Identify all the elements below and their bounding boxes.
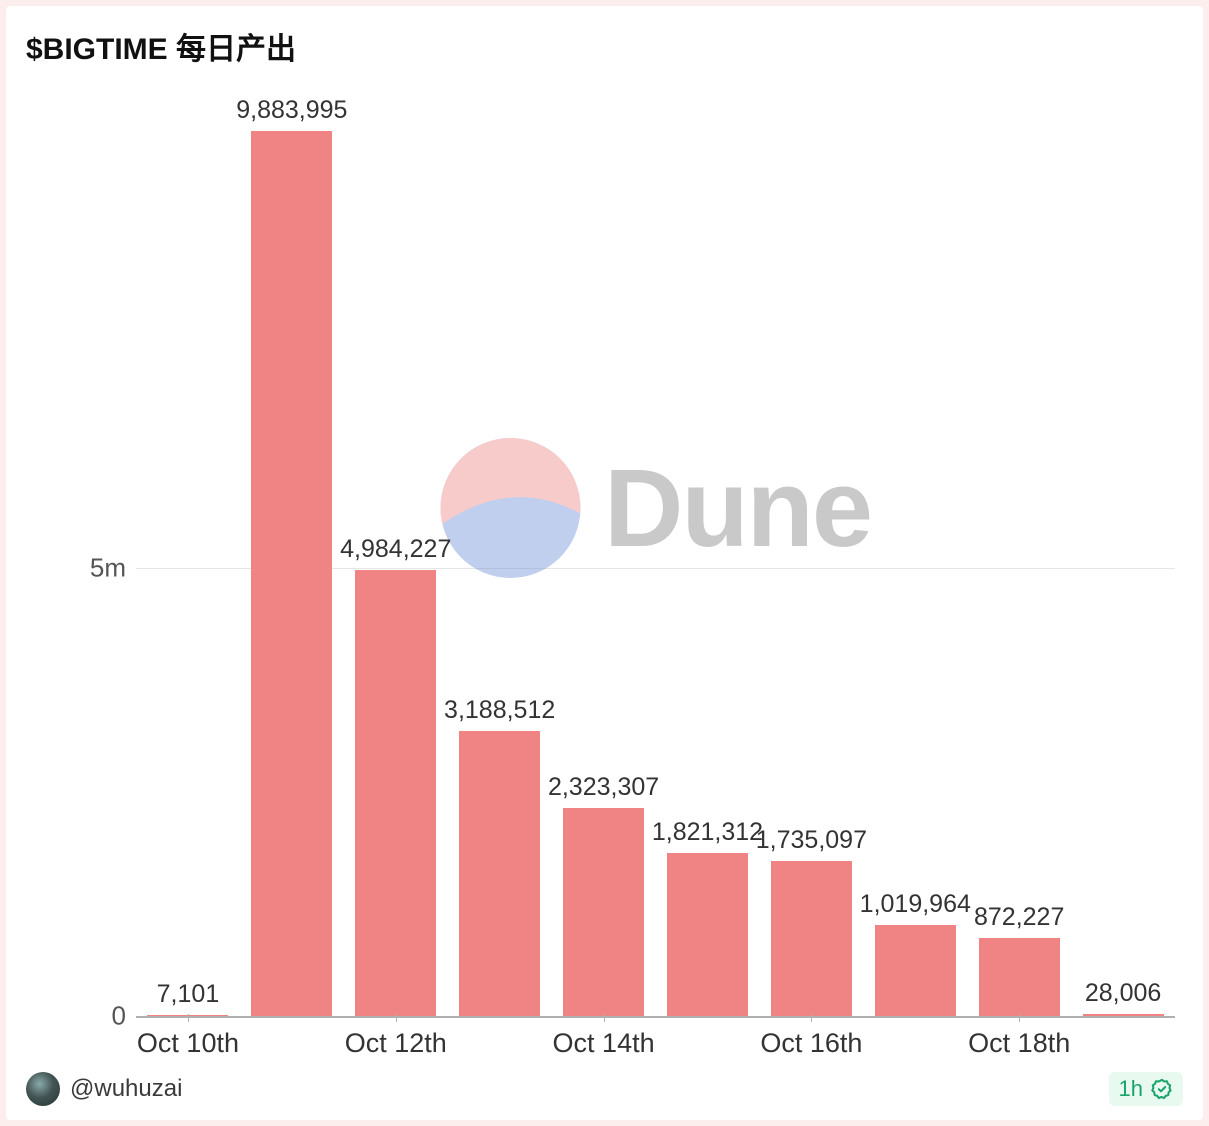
bar-slot: 1,019,964 (863, 76, 967, 1016)
bar-value-label: 3,188,512 (444, 696, 555, 731)
bar-slot: 2,323,307 (552, 76, 656, 1016)
bar-value-label: 7,101 (157, 980, 220, 1015)
bar[interactable]: 3,188,512 (459, 731, 540, 1016)
x-tick: Oct 12th (344, 1016, 448, 1059)
x-tick (656, 1016, 760, 1028)
x-tick-label: Oct 16th (760, 1028, 862, 1058)
bar-value-label: 1,735,097 (756, 826, 867, 861)
chart-title: $BIGTIME 每日产出 (26, 24, 1183, 68)
x-tick-mark (604, 1014, 605, 1022)
bar-slot: 7,101 (136, 76, 240, 1016)
x-tick-label: Oct 18th (968, 1028, 1070, 1058)
bar-slot: 872,227 (967, 76, 1071, 1016)
bar-slot: 9,883,995 (240, 76, 344, 1016)
bar-slot: 1,821,312 (656, 76, 760, 1016)
bar-value-label: 1,019,964 (860, 890, 971, 925)
bar-slot: 4,984,227 (344, 76, 448, 1016)
x-tick-mark (811, 1014, 812, 1022)
card-footer: @wuhuzai 1h (26, 1072, 1183, 1106)
bar-value-label: 9,883,995 (236, 96, 347, 131)
x-tick: Oct 10th (136, 1016, 240, 1059)
bar[interactable]: 1,735,097 (771, 861, 852, 1016)
bar-slot: 1,735,097 (759, 76, 863, 1016)
x-tick-label: Oct 12th (345, 1028, 447, 1058)
bar[interactable]: 2,323,307 (563, 808, 644, 1016)
y-tick-label: 5m (90, 553, 126, 584)
username: @wuhuzai (70, 1075, 182, 1103)
bar-value-label: 28,006 (1085, 979, 1161, 1014)
bar-value-label: 872,227 (974, 903, 1064, 938)
plot-area: Dune 7,1019,883,9954,984,2273,188,5122,3… (136, 76, 1175, 1016)
freshness-text: 1h (1119, 1076, 1143, 1102)
chart-card: $BIGTIME 每日产出 05m Dune 7,1019,883,9954,9… (6, 6, 1203, 1120)
y-tick-label: 0 (112, 1001, 126, 1032)
bar[interactable]: 4,984,227 (355, 570, 436, 1016)
x-axis: Oct 10th Oct 12th Oct 14th Oct 16th Oct 18th (136, 1016, 1175, 1076)
x-tick-label: Oct 14th (553, 1028, 655, 1058)
x-tick-mark (396, 1014, 397, 1022)
x-tick (1071, 1016, 1175, 1028)
bar[interactable]: 1,019,964 (875, 925, 956, 1016)
author-link[interactable]: @wuhuzai (26, 1072, 182, 1106)
bar-slot: 3,188,512 (448, 76, 552, 1016)
x-tick (448, 1016, 552, 1028)
bar[interactable]: 9,883,995 (251, 131, 332, 1016)
x-tick (863, 1016, 967, 1028)
bar[interactable]: 1,821,312 (667, 853, 748, 1016)
bar-value-label: 4,984,227 (340, 535, 451, 570)
x-tick (240, 1016, 344, 1028)
chart-region: 05m Dune 7,1019,883,9954,984,2273,188,51… (26, 76, 1183, 1076)
bars-container: 7,1019,883,9954,984,2273,188,5122,323,30… (136, 76, 1175, 1016)
bar-value-label: 1,821,312 (652, 818, 763, 853)
x-tick: Oct 18th (967, 1016, 1071, 1059)
bar-value-label: 2,323,307 (548, 773, 659, 808)
x-tick: Oct 16th (759, 1016, 863, 1059)
freshness-badge[interactable]: 1h (1109, 1072, 1183, 1106)
bar[interactable]: 872,227 (979, 938, 1060, 1016)
x-tick-mark (188, 1014, 189, 1022)
avatar (26, 1072, 60, 1106)
check-badge-icon (1151, 1078, 1173, 1100)
y-axis: 05m (26, 76, 136, 1016)
x-tick-label: Oct 10th (137, 1028, 239, 1058)
bar-slot: 28,006 (1071, 76, 1175, 1016)
x-tick: Oct 14th (552, 1016, 656, 1059)
x-tick-mark (1019, 1014, 1020, 1022)
